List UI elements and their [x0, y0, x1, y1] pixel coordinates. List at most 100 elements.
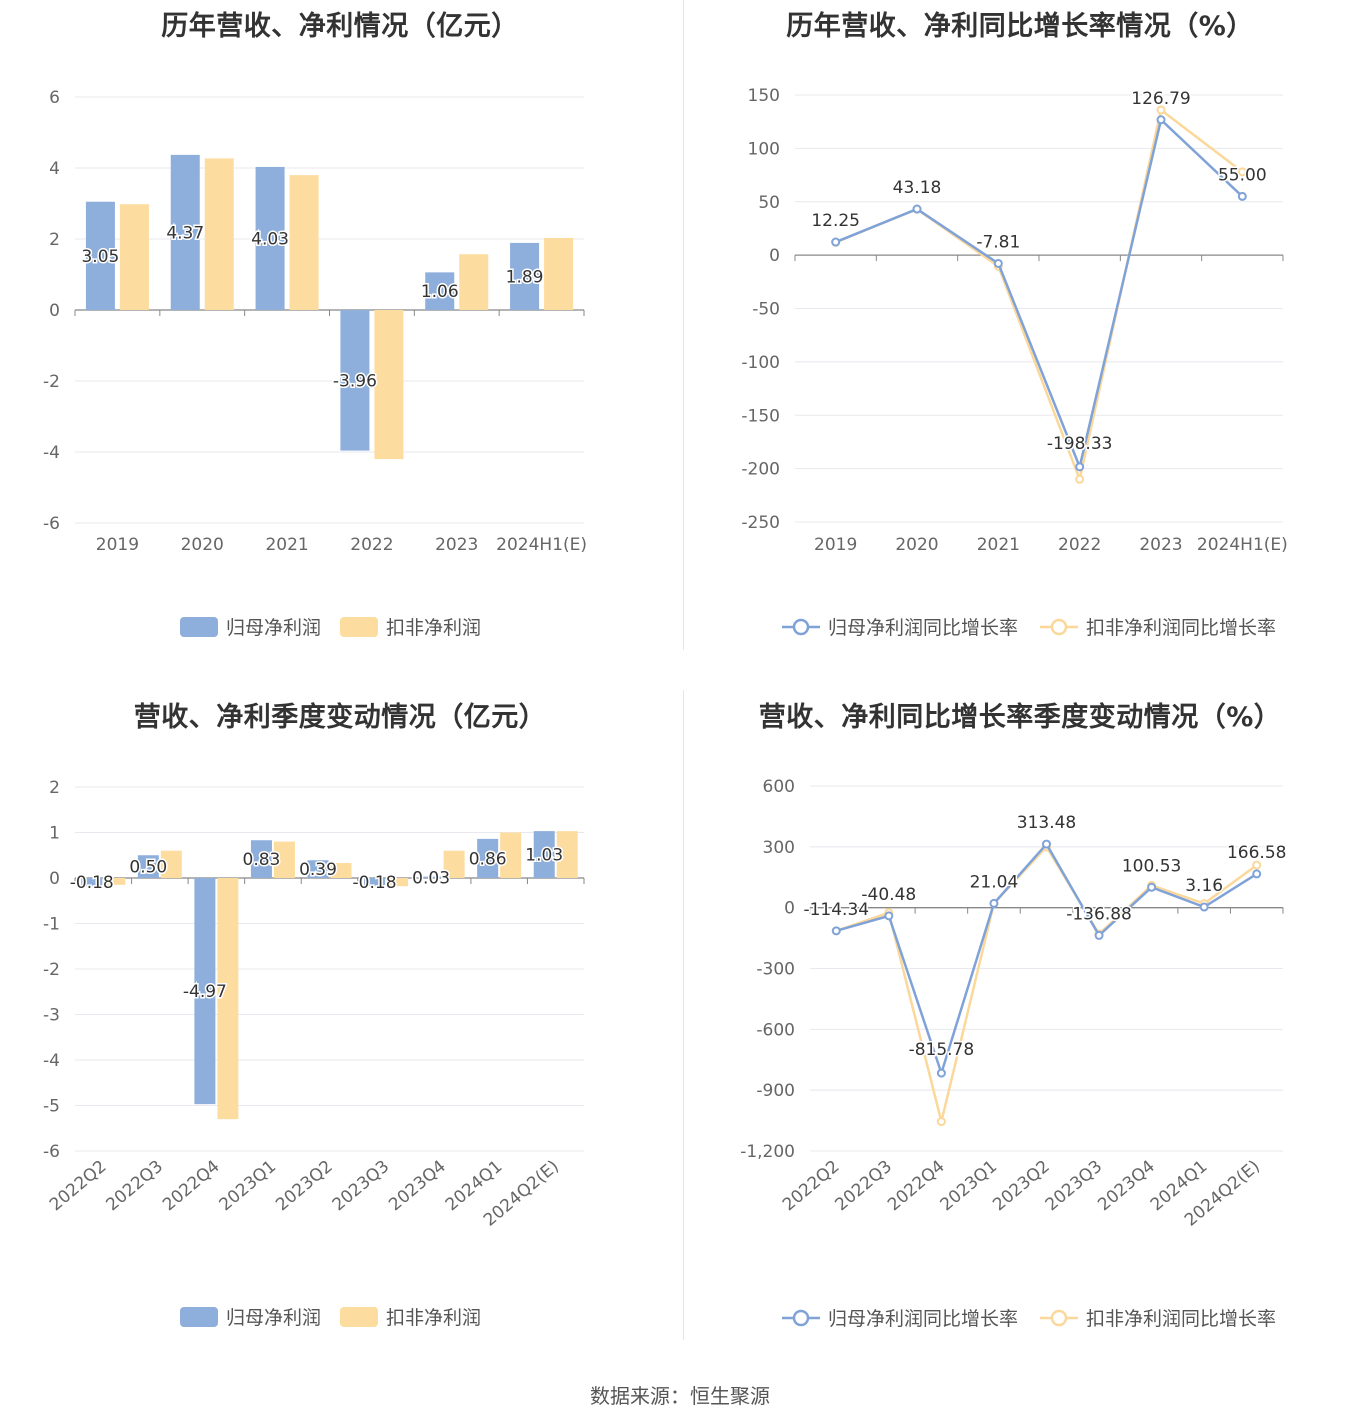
bar [170, 154, 200, 310]
legend-swatch [340, 617, 378, 637]
y-tick-label: -900 [756, 1081, 795, 1101]
legend-label: 归母净利润同比增长率 [828, 617, 1018, 639]
bar [217, 878, 239, 1120]
y-tick-label: -50 [752, 300, 780, 320]
bar [459, 254, 489, 310]
data-label: 1.06 [421, 282, 459, 302]
x-tick-label: 2022Q2 [779, 1157, 844, 1216]
bar [255, 166, 285, 310]
series-point [831, 926, 841, 936]
series-point [1156, 105, 1166, 115]
data-label: -114.34 [803, 900, 869, 920]
x-tick-label: 2021 [265, 535, 308, 555]
series-point [831, 237, 841, 247]
data-label: -40.48 [861, 885, 916, 905]
series-point [1156, 115, 1166, 125]
y-tick-label: 300 [763, 838, 795, 858]
y-tick-label: 0 [784, 899, 795, 919]
legend-swatch [340, 1307, 378, 1327]
series-point [1252, 860, 1262, 870]
bar [307, 860, 329, 878]
series-point [936, 1068, 946, 1078]
y-tick-label: -6 [43, 1142, 60, 1162]
data-label: 0.50 [129, 858, 167, 878]
data-label: 100.53 [1122, 856, 1181, 876]
data-label: 12.25 [811, 211, 860, 231]
data-label: 126.79 [1131, 89, 1190, 109]
legend-swatch [180, 1307, 218, 1327]
y-tick-label: 150 [748, 86, 780, 106]
series-point [1199, 902, 1209, 912]
x-tick-label: 2024H1(E) [1197, 535, 1288, 555]
data-label: -0.18 [70, 873, 114, 893]
x-tick-label: 2023Q4 [385, 1157, 450, 1216]
series-point [993, 258, 1003, 268]
chart-quarterly-growth: 营收、净利同比增长率季度变动情况（%） 600 300 0 -300 -600 -900 -… [680, 690, 1360, 1380]
y-tick-label: -1 [43, 915, 60, 935]
bar [510, 242, 540, 310]
data-label: 4.03 [251, 229, 289, 249]
data-label: -0.18 [353, 873, 397, 893]
series-point [1147, 882, 1157, 892]
legend-marker [792, 1309, 810, 1327]
bar [289, 175, 319, 310]
series-point [1237, 191, 1247, 201]
series-point [1075, 474, 1085, 484]
series-line [835, 107, 1244, 484]
bar [85, 201, 115, 310]
bar [374, 310, 404, 460]
data-source: 数据来源：恒生聚源 [590, 1384, 770, 1408]
legend-label: 扣非净利润同比增长率 [1086, 617, 1276, 639]
series-point [1042, 839, 1051, 849]
chart-canvas: 6 4 2 0 -2 -4 -6 2019 2020 2021 2022 2023 2024H1(E) 3… [43, 88, 587, 639]
y-tick-label: -600 [756, 1020, 795, 1040]
y-tick-label: -3 [43, 1006, 60, 1026]
data-label: -4.97 [183, 982, 227, 1002]
x-tick-label: 2024H1(E) [496, 535, 587, 555]
y-tick-label: 0 [769, 246, 780, 266]
y-tick-label: -250 [741, 513, 780, 533]
legend-label: 归母净利润 [226, 617, 321, 639]
x-tick-label: 2022 [1058, 535, 1101, 555]
y-tick-label: -6 [43, 514, 60, 534]
bar [81, 878, 103, 887]
bar [104, 878, 126, 885]
data-label: 4.37 [166, 223, 204, 243]
data-label: 21.04 [970, 872, 1019, 892]
x-tick-label: 2021 [977, 535, 1020, 555]
data-label: 0.86 [469, 849, 507, 869]
chart-annual-growth: 历年营收、净利同比增长率情况（%） 150 100 50 0 -50 -100 -150 -2… [680, 0, 1360, 690]
y-tick-label: -5 [43, 1097, 60, 1117]
series-point [1237, 167, 1247, 177]
data-label: 55.00 [1218, 165, 1267, 185]
y-tick-label: 6 [49, 88, 60, 108]
x-tick-label: 2023Q2 [989, 1157, 1054, 1216]
y-tick-label: 600 [763, 777, 795, 797]
legend-label: 扣非净利润 [386, 617, 481, 639]
bar [544, 237, 574, 310]
chart-title: 营收、净利同比增长率季度变动情况（%） [758, 702, 1282, 733]
x-tick-label: 2022Q3 [103, 1157, 168, 1216]
x-tick-label: 2020 [895, 535, 938, 555]
series-point [1252, 869, 1262, 879]
divider-bottom [683, 690, 684, 1340]
chart-canvas: 210-1-2-3-4-5-62022Q22022Q32022Q42023Q12… [43, 778, 585, 1329]
y-tick-label: -1,200 [740, 1142, 795, 1162]
x-tick-label: 2020 [181, 535, 224, 555]
data-label: 3.05 [81, 247, 119, 267]
data-label: -3.96 [333, 371, 377, 391]
data-label: 0.83 [243, 850, 281, 870]
bar [194, 878, 216, 1105]
bar [160, 850, 182, 878]
x-tick-label: 2023Q3 [329, 1157, 394, 1216]
data-label: -136.88 [1066, 904, 1132, 924]
legend-label: 归母净利润 [226, 1307, 321, 1329]
bar [273, 841, 295, 878]
data-label: 0.03 [412, 868, 450, 888]
bar [420, 876, 442, 878]
y-tick-label: 100 [748, 139, 780, 159]
legend-label: 扣非净利润同比增长率 [1086, 1308, 1276, 1330]
y-tick-label: 1 [49, 824, 60, 844]
chart-title: 历年营收、净利情况（亿元） [161, 11, 519, 42]
data-label: 166.58 [1227, 843, 1286, 863]
